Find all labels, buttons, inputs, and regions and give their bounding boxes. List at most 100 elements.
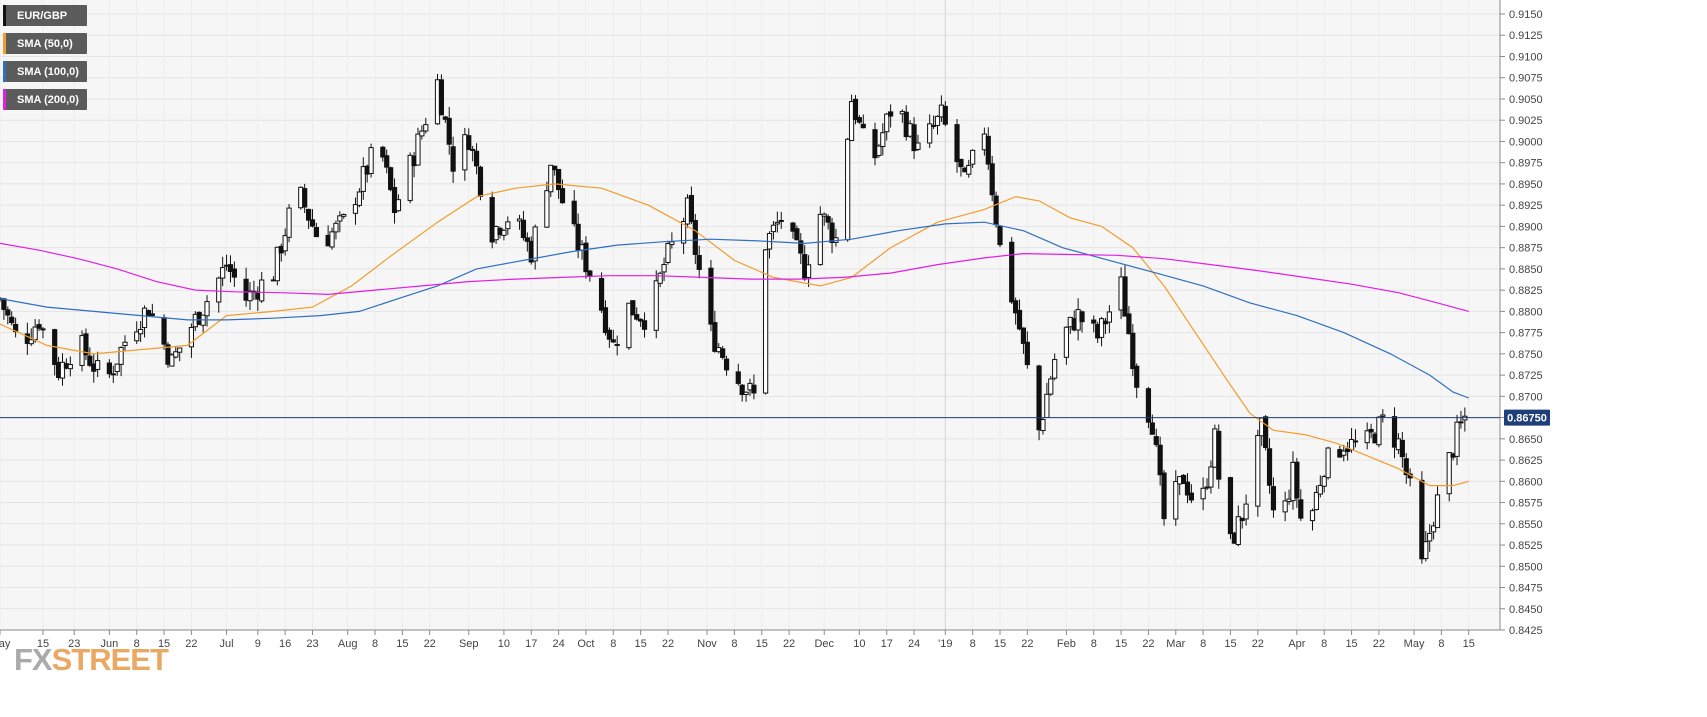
x-tick-label: 10 — [498, 638, 510, 650]
y-tick-label: 0.9100 — [1509, 51, 1543, 63]
candle-body — [1126, 313, 1132, 335]
candle-body — [1063, 326, 1070, 358]
y-tick-label: 0.8425 — [1509, 625, 1543, 637]
x-tick-label: 15 — [1345, 638, 1357, 650]
x-tick-label: Dec — [814, 638, 834, 650]
y-tick-label: 0.8975 — [1509, 158, 1543, 170]
x-tick-label: 8 — [1091, 638, 1097, 650]
x-tick-label: 10 — [853, 638, 865, 650]
candle-body — [1263, 416, 1269, 449]
candle-body — [638, 318, 644, 322]
candle-body — [1122, 276, 1128, 317]
candle-body — [1161, 472, 1167, 520]
candle-body — [665, 243, 671, 264]
legend-item-sma-200[interactable]: SMA (200,0) — [3, 89, 87, 110]
y-tick-label: 0.8850 — [1509, 264, 1543, 276]
candle-body — [915, 142, 921, 150]
legend-swatch-sma-200 — [3, 89, 6, 110]
y-tick-label: 0.8950 — [1509, 179, 1543, 191]
candle-body — [329, 231, 335, 248]
candle-body — [614, 343, 620, 346]
candle-body — [1134, 365, 1140, 388]
candle-body — [583, 242, 589, 273]
x-tick-label: Oct — [577, 638, 594, 650]
candle-body — [243, 278, 249, 301]
legend-item-sma-100[interactable]: SMA (100,0) — [3, 61, 87, 82]
candle-body — [1454, 421, 1460, 457]
candle-body — [1208, 466, 1214, 488]
candle-body — [942, 105, 948, 125]
candle-body — [1446, 452, 1452, 495]
y-tick-label: 0.9050 — [1509, 94, 1543, 106]
candle-body — [337, 215, 343, 222]
x-tick-label: 15 — [396, 638, 408, 650]
candle-body — [876, 145, 882, 157]
legend-item-sma-50[interactable]: SMA (50,0) — [3, 33, 87, 54]
x-tick-label: 22 — [424, 638, 436, 650]
candle-body — [204, 301, 210, 317]
candle-body — [860, 123, 866, 129]
last-price-badge — [1504, 409, 1550, 426]
candle-body — [1149, 422, 1155, 435]
legend-item-eurgbp[interactable]: EUR/GBP — [3, 5, 87, 26]
candle-body — [450, 146, 456, 172]
candle-body — [610, 339, 616, 343]
candle-body — [1341, 450, 1347, 456]
y-tick-label: 0.8825 — [1509, 285, 1543, 297]
candle-body — [524, 237, 530, 242]
candle-body — [657, 272, 663, 284]
candle-body — [954, 124, 960, 163]
candle-body — [653, 280, 659, 331]
candle-body — [134, 331, 140, 342]
legend: EUR/GBP SMA (50,0) SMA (100,0) SMA (200,… — [3, 5, 87, 117]
candle-body — [1157, 444, 1163, 476]
candle-body — [571, 200, 577, 225]
candle-body — [911, 124, 917, 152]
legend-swatch-sma-100 — [3, 61, 6, 82]
candle-body — [309, 219, 316, 227]
candle-body — [36, 324, 42, 329]
candle-body — [384, 155, 390, 168]
candle-body — [1235, 516, 1241, 546]
candle-body — [1255, 435, 1261, 507]
candle-body — [720, 348, 726, 358]
x-tick-label: 8 — [970, 638, 976, 650]
y-tick-label: 0.8525 — [1509, 540, 1543, 552]
candle-body — [169, 354, 175, 367]
candle-body — [602, 307, 609, 334]
candle-body — [888, 111, 894, 117]
candle-body — [141, 307, 148, 329]
x-tick-label: Mar — [1166, 638, 1185, 650]
candle-body — [985, 135, 991, 165]
last-price-label: 0.86750 — [1507, 413, 1547, 425]
candle-body — [231, 268, 237, 278]
candle-body — [1434, 494, 1441, 529]
candle-body — [1079, 311, 1085, 323]
candle-body — [555, 168, 562, 191]
candle-body — [930, 124, 937, 127]
y-tick-label: 0.8725 — [1509, 370, 1543, 382]
x-tick-label: 8 — [1438, 638, 1444, 650]
candle-body — [247, 290, 253, 302]
candle-body — [532, 226, 538, 262]
logo-street: STREET — [51, 642, 169, 677]
candle-body — [848, 101, 855, 141]
candle-body — [1423, 541, 1429, 560]
candle-body — [419, 130, 425, 137]
candle-body — [1130, 332, 1136, 370]
candle-body — [1024, 341, 1030, 366]
x-tick-label: Sep — [459, 638, 479, 650]
candle-body — [28, 339, 34, 345]
candle-body — [798, 240, 804, 254]
candle-body — [1, 298, 7, 310]
candle-body — [1352, 440, 1359, 443]
candle-body — [352, 204, 359, 214]
candle-body — [712, 322, 718, 352]
candle-body — [1364, 430, 1370, 444]
candle-body — [966, 164, 972, 175]
candle-body — [829, 222, 835, 243]
x-tick-label: 17 — [881, 638, 893, 650]
candle-body — [751, 384, 757, 394]
candle-body — [313, 227, 320, 238]
